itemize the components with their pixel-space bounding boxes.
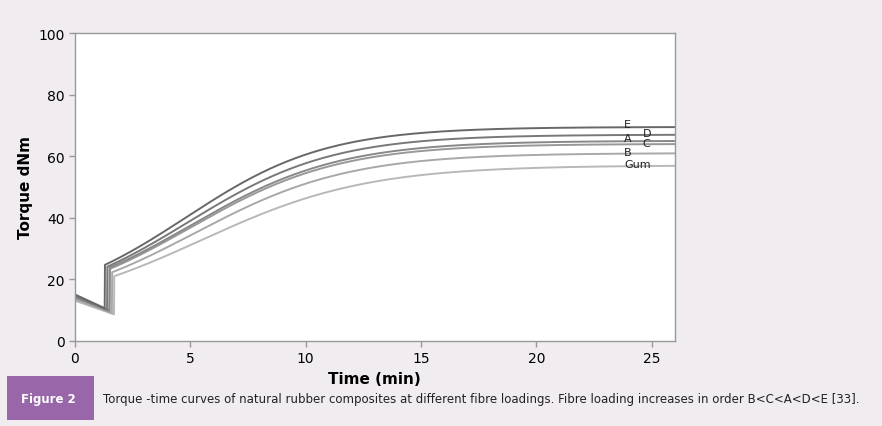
- Text: E: E: [624, 120, 631, 130]
- Text: A: A: [624, 134, 632, 144]
- Text: Figure 2: Figure 2: [21, 391, 76, 405]
- Text: Torque -time curves of natural rubber composites at different fibre loadings. Fi: Torque -time curves of natural rubber co…: [102, 391, 859, 405]
- Text: B: B: [624, 147, 632, 157]
- X-axis label: Time (min): Time (min): [328, 371, 422, 386]
- Text: Gum: Gum: [624, 159, 651, 170]
- Y-axis label: Torque dNm: Torque dNm: [18, 136, 33, 239]
- Text: D: D: [642, 129, 651, 139]
- Text: C: C: [642, 139, 650, 149]
- FancyBboxPatch shape: [3, 376, 93, 420]
